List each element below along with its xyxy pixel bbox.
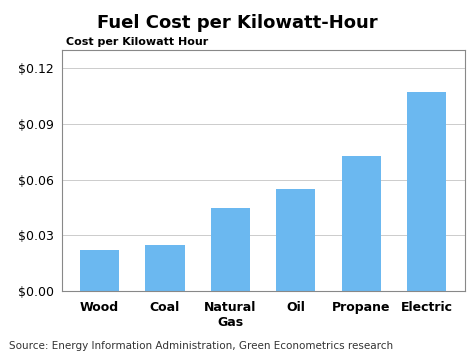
Bar	[342, 155, 381, 291]
Bar	[146, 245, 184, 291]
Bar	[211, 208, 250, 291]
Text: Fuel Cost per Kilowatt-Hour: Fuel Cost per Kilowatt-Hour	[97, 14, 377, 32]
Bar	[80, 250, 119, 291]
Text: Source: Energy Information Administration, Green Econometrics research: Source: Energy Information Administratio…	[9, 342, 393, 351]
Text: Cost per Kilowatt Hour: Cost per Kilowatt Hour	[65, 37, 208, 47]
Bar	[407, 92, 446, 291]
Bar	[276, 189, 315, 291]
